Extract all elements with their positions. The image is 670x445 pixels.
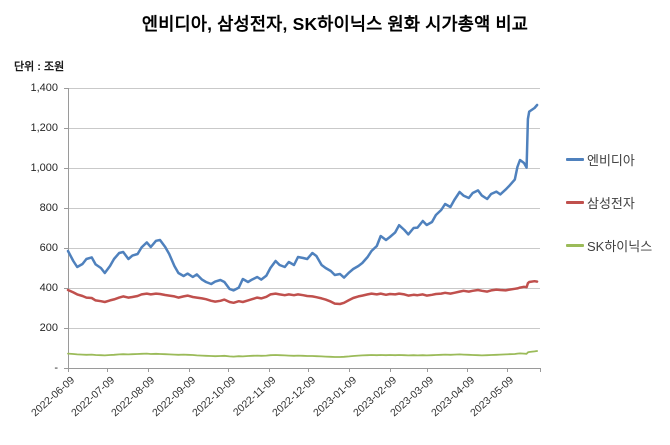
nvidia-line: [66, 103, 539, 292]
legend-item-nvidia: 엔비디아: [566, 148, 652, 170]
y-axis-tick-label: 1,000: [30, 162, 58, 174]
legend-label-sk-hynix: SK하이닉스: [587, 238, 653, 254]
y-axis-tick-label: 1,200: [30, 122, 58, 134]
sk-hynix-line: [67, 350, 538, 358]
y-axis-tick-label: -: [54, 362, 58, 374]
samsung-line-marker-icon: [566, 200, 584, 204]
y-axis-tick-label: 1,400: [30, 82, 58, 94]
unit-label: 단위 : 조원: [14, 61, 65, 73]
y-axis-tick-label: 600: [39, 242, 58, 254]
nvidia-line-marker-icon: [566, 157, 584, 161]
legend-label-nvidia: 엔비디아: [587, 152, 635, 168]
legend-item-samsung: 삼성전자: [566, 191, 652, 213]
legend-label-samsung: 삼성전자: [587, 195, 635, 211]
y-axis-tick-label: 400: [39, 282, 58, 294]
sk-hynix-line-marker-icon: [566, 243, 584, 247]
legend: 엔비디아 삼성전자 SK하이닉스: [566, 148, 652, 256]
y-axis-tick-label: 800: [39, 202, 58, 214]
samsung-line: [66, 279, 539, 306]
y-axis-tick-label: 200: [39, 322, 58, 334]
chart-title: 엔비디아, 삼성전자, SK하이닉스 원화 시가총액 비교: [141, 14, 529, 34]
legend-item-sk-hynix: SK하이닉스: [566, 234, 652, 256]
